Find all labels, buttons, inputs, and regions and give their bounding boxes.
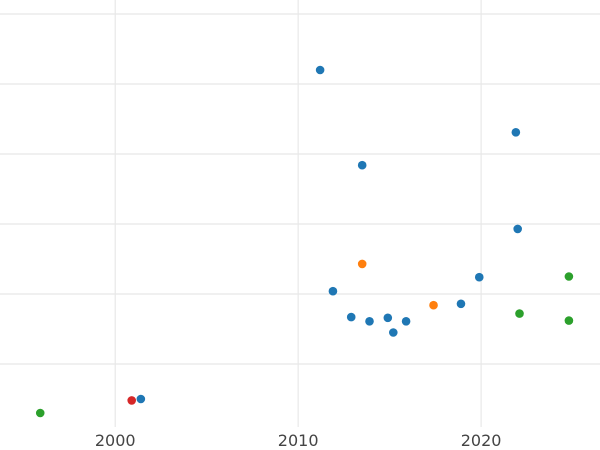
data-point-blue: [456, 299, 466, 309]
data-point-blue: [511, 128, 521, 137]
data-point-green: [564, 272, 574, 281]
data-point-blue: [328, 286, 338, 296]
data-point-orange: [357, 259, 367, 269]
data-point-green: [35, 408, 45, 418]
x-tick-label: 2000: [95, 431, 136, 450]
data-points: [35, 65, 574, 418]
data-point-blue: [346, 312, 356, 322]
data-point-blue: [383, 313, 393, 323]
data-point-orange: [429, 300, 438, 310]
data-point-blue: [365, 317, 374, 326]
grid-lines: [0, 0, 600, 427]
x-tick-label: 2010: [278, 431, 319, 450]
data-point-blue: [513, 224, 522, 234]
data-point-blue: [357, 160, 367, 170]
x-tick-labels: 2000 2010 2020: [95, 431, 502, 450]
data-point-blue: [388, 328, 398, 337]
data-point-green: [515, 309, 524, 318]
data-point-blue: [315, 65, 325, 75]
data-point-blue: [401, 317, 411, 326]
data-point-blue: [474, 272, 484, 282]
data-point-green: [564, 316, 574, 325]
data-point-blue: [136, 394, 146, 404]
data-point-red: [127, 396, 137, 405]
x-tick-label: 2020: [461, 431, 502, 450]
